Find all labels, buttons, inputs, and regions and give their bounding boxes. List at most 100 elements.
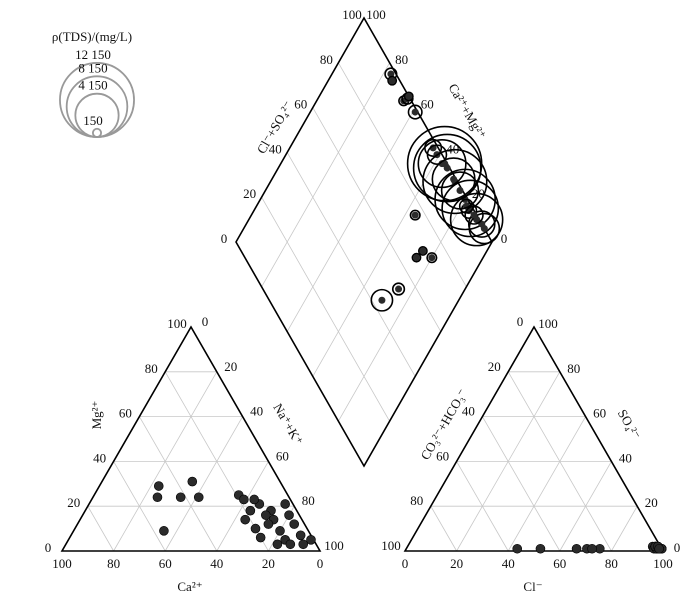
tick-label: 20 (450, 556, 463, 571)
cation-point (152, 492, 163, 503)
grid-line (507, 416, 586, 552)
axis-title: Na⁺+K⁺ (270, 401, 306, 448)
tick-label: 40 (502, 556, 515, 571)
grid-line (312, 152, 442, 377)
cation-point (239, 494, 249, 505)
cation-point (280, 499, 290, 509)
tds-ring (391, 282, 406, 296)
tds-ring (422, 148, 488, 215)
tick-label: 40 (462, 404, 475, 419)
legend-label: 4 150 (78, 78, 107, 93)
size-legend-title: ρ(TDS)/(mg/L) (52, 29, 132, 44)
tds-ring (409, 209, 421, 221)
tds-ring (464, 205, 484, 225)
tick-label: 60 (553, 556, 566, 571)
diamond-point (419, 247, 427, 255)
grid-line (113, 371, 218, 552)
tick-label: 80 (107, 556, 120, 571)
diamond-point (428, 254, 436, 262)
grid-line (286, 107, 416, 332)
tds-ring (449, 192, 504, 247)
tick-label: 80 (320, 52, 333, 67)
anion-point (512, 543, 523, 554)
diamond-point (388, 77, 396, 85)
cation-point (193, 492, 204, 503)
grid-line (164, 416, 243, 552)
grid-line (216, 461, 269, 552)
axis-title: Mg²⁺ (89, 401, 104, 430)
cation-point (275, 526, 285, 536)
tick-label: 60 (593, 406, 606, 421)
tick-label: 80 (605, 556, 618, 571)
diamond-point (405, 92, 413, 100)
tds-ring (403, 91, 414, 102)
tick-label: 40 (250, 404, 263, 419)
tick-label: 100 (52, 556, 72, 571)
tick-label: 100 (366, 7, 386, 22)
diamond-point (378, 296, 386, 304)
tick-label: 0 (517, 314, 524, 329)
cation-point (298, 539, 309, 550)
tick-label: 40 (93, 450, 106, 465)
grid-line (261, 197, 390, 422)
anion-point (654, 543, 664, 554)
cation-point (295, 530, 306, 541)
grid-line (338, 197, 467, 422)
axis-title: Ca²⁺ (177, 579, 202, 594)
tick-label: 40 (210, 556, 223, 571)
tds-ring (412, 133, 482, 203)
anion-point (587, 543, 597, 554)
tick-label: 20 (262, 556, 275, 571)
tick-label: 100 (324, 538, 344, 553)
grid-line (338, 62, 467, 287)
tick-label: 60 (276, 448, 289, 463)
tds-ring (370, 288, 394, 312)
tds-ring (411, 252, 422, 263)
tds-ring (426, 252, 438, 264)
axis-title: SO₄²⁻ (615, 407, 644, 442)
tick-label: 80 (395, 52, 408, 67)
tick-label: 80 (302, 493, 315, 508)
diamond-point (395, 285, 403, 293)
cation-point (263, 519, 274, 529)
tds-ring (426, 144, 448, 165)
cation-point (255, 532, 266, 543)
diamond-point (411, 211, 419, 219)
cation-point (250, 523, 261, 534)
tds-ring (417, 246, 428, 256)
diamond-point (480, 225, 488, 233)
tick-label: 20 (243, 186, 256, 201)
anion-point (571, 543, 582, 554)
cation-point (245, 505, 256, 516)
tds-ring (387, 75, 398, 86)
legend-label: 150 (83, 113, 103, 128)
cation-point (284, 510, 294, 520)
grid-line (261, 62, 390, 287)
anion-triangle (403, 325, 665, 552)
grid-line (430, 506, 457, 552)
grid-line (286, 152, 416, 377)
grid-line (482, 416, 561, 552)
tick-label: 100 (381, 538, 401, 553)
legend-label: 8 150 (78, 60, 107, 75)
tick-label: 20 (224, 359, 237, 374)
grid-line (312, 107, 442, 332)
cation-point (249, 494, 260, 505)
tick-label: 40 (446, 141, 459, 156)
cation-point (159, 526, 169, 536)
cation-point (285, 539, 296, 550)
tick-label: 80 (567, 361, 580, 376)
tick-label: 0 (402, 556, 409, 571)
tick-label: 40 (269, 141, 282, 156)
cation-point (306, 534, 316, 545)
diamond-point (412, 254, 420, 262)
diamond-point (450, 175, 458, 183)
grid-line (87, 506, 114, 552)
tick-label: 0 (45, 540, 52, 555)
diamond-point (456, 186, 464, 194)
tick-label: 80 (145, 361, 158, 376)
diamond-point (387, 70, 395, 78)
legend-bubble (91, 127, 103, 138)
tick-label: 60 (436, 448, 449, 463)
